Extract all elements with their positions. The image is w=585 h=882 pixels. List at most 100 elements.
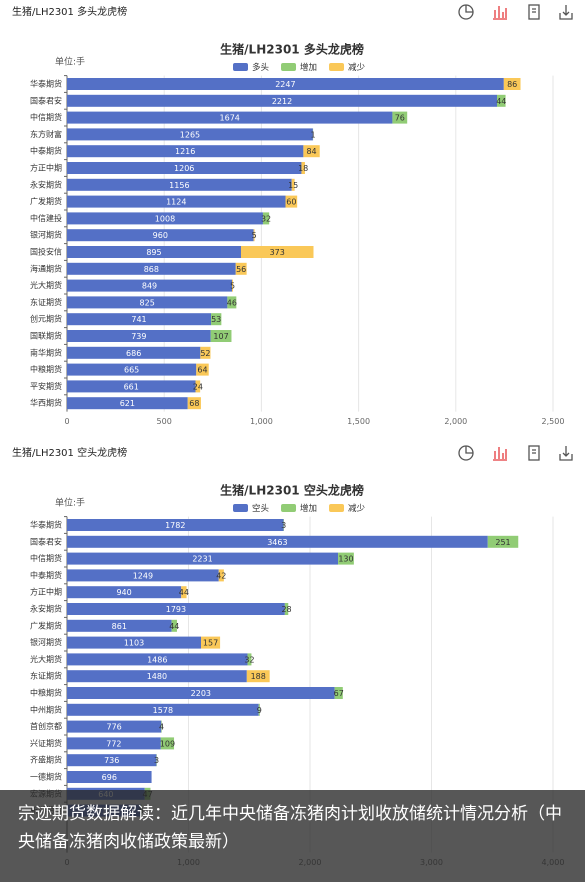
toolbar-icon[interactable]	[528, 4, 540, 20]
bar-segment	[67, 619, 172, 632]
bar-segment	[67, 246, 241, 258]
y-tick-label: 中信建投	[30, 213, 62, 223]
x-tick-label: 0	[64, 417, 69, 426]
bar-segment	[181, 586, 187, 599]
x-tick-label: 500	[157, 417, 172, 426]
bar-segment	[67, 670, 247, 683]
y-tick-label: 中粮期货	[30, 364, 62, 374]
value-label: 67	[334, 689, 344, 698]
legend-swatch	[281, 63, 297, 71]
icon-shape	[559, 446, 573, 461]
value-label: 776	[107, 723, 122, 732]
value-label: 188	[251, 672, 266, 681]
bar-segment	[67, 363, 197, 376]
y-tick-label: 兴证期货	[30, 738, 62, 748]
x-tick-label: 1,500	[347, 417, 370, 426]
x-tick-label: 1,000	[250, 417, 273, 426]
value-label: 84	[306, 147, 316, 156]
bar-segment	[218, 569, 224, 582]
bar-segment	[200, 346, 211, 359]
value-label: 1249	[133, 571, 153, 580]
y-tick-label: 东证期货	[30, 297, 62, 307]
icon-shape	[493, 447, 507, 461]
bar-segment	[210, 330, 232, 342]
bar-segment	[67, 262, 236, 275]
bar-segment	[67, 78, 504, 90]
icon-shape	[493, 6, 507, 20]
y-tick-label: 光大期货	[30, 654, 62, 664]
y-tick-label: 华西期货	[30, 398, 62, 408]
bar-segment	[67, 535, 488, 548]
value-label: 1206	[174, 164, 194, 173]
chart-title: 生猪/LH2301 空头龙虎榜	[220, 483, 364, 498]
bar-segment	[171, 619, 177, 632]
bar-segment	[67, 586, 182, 599]
value-label: 1486	[147, 655, 167, 664]
bar-segment	[187, 397, 201, 410]
bar-segment	[253, 229, 255, 242]
value-label: 665	[124, 366, 139, 375]
y-tick-label: 中粮期货	[30, 688, 62, 698]
bar-segment	[262, 212, 270, 225]
value-label: 1	[310, 130, 315, 139]
panel-header: 生猪/LH2301 空头龙虎榜	[12, 446, 127, 459]
y-tick-label: 齐盛期货	[30, 755, 62, 765]
toolbar-icon[interactable]	[493, 6, 507, 20]
value-label: 1480	[147, 672, 167, 681]
value-label: 1103	[124, 639, 144, 648]
value-label: 130	[338, 555, 353, 564]
bar-segment	[247, 653, 252, 666]
y-tick-label: 方正中期	[30, 163, 62, 173]
toolbar-icon[interactable]	[458, 4, 474, 20]
value-label: 56	[236, 265, 246, 274]
bar-segment	[211, 313, 222, 326]
value-label: 2212	[272, 97, 292, 106]
value-label: 2231	[192, 555, 212, 564]
bar-segment	[227, 296, 237, 309]
bar-segment	[67, 162, 302, 174]
value-label: 60	[286, 198, 296, 207]
y-tick-label: 方正中期	[30, 587, 62, 597]
y-tick-label: 华泰期货	[30, 520, 62, 530]
value-label: 251	[495, 538, 510, 547]
bar-segment	[303, 145, 320, 158]
value-label: 5	[252, 231, 257, 240]
value-label: 621	[120, 399, 135, 408]
bar-segment	[201, 636, 221, 649]
value-label: 1782	[165, 521, 185, 530]
value-label: 157	[203, 639, 218, 648]
toolbar-icon[interactable]	[493, 447, 507, 461]
bar-segment	[285, 195, 298, 208]
value-label: 373	[270, 248, 285, 257]
toolbar-icon[interactable]	[458, 445, 474, 461]
bar-segment	[67, 380, 196, 393]
y-tick-label: 永安期货	[30, 179, 62, 189]
value-label: 109	[160, 739, 175, 748]
x-tick-label: 2,000	[444, 417, 467, 426]
toolbar-icon[interactable]	[528, 445, 540, 461]
value-label: 18	[298, 164, 308, 173]
legend-label: 增加	[300, 503, 317, 514]
bar-segment	[67, 128, 313, 141]
value-label: 44	[496, 97, 506, 106]
toolbar-icon[interactable]	[559, 446, 573, 461]
bar-segment	[67, 687, 335, 699]
y-tick-label: 国投安信	[30, 247, 62, 257]
caption: 宗迹期货数据解读：近几年中央储备冻猪肉计划收放储统计情况分析（中央储备冻猪肉收储…	[0, 790, 585, 882]
y-tick-label: 创元期货	[30, 314, 62, 324]
value-label: 1124	[166, 198, 186, 207]
bar-segment	[67, 703, 259, 716]
value-label: 24	[193, 382, 203, 391]
legend-label: 减少	[348, 503, 366, 514]
toolbar-icon[interactable]	[559, 5, 573, 20]
bar-segment	[232, 279, 234, 292]
y-tick-label: 中信期货	[30, 553, 62, 563]
bar-segment	[291, 178, 295, 191]
value-label: 1674	[220, 114, 240, 123]
y-tick-label: 平安期货	[30, 381, 62, 391]
value-label: 107	[213, 332, 228, 341]
icon-shape	[528, 445, 540, 461]
y-tick-label: 国泰君安	[30, 536, 62, 546]
bar-segment	[67, 569, 219, 582]
y-tick-label: 一德期货	[30, 772, 62, 782]
